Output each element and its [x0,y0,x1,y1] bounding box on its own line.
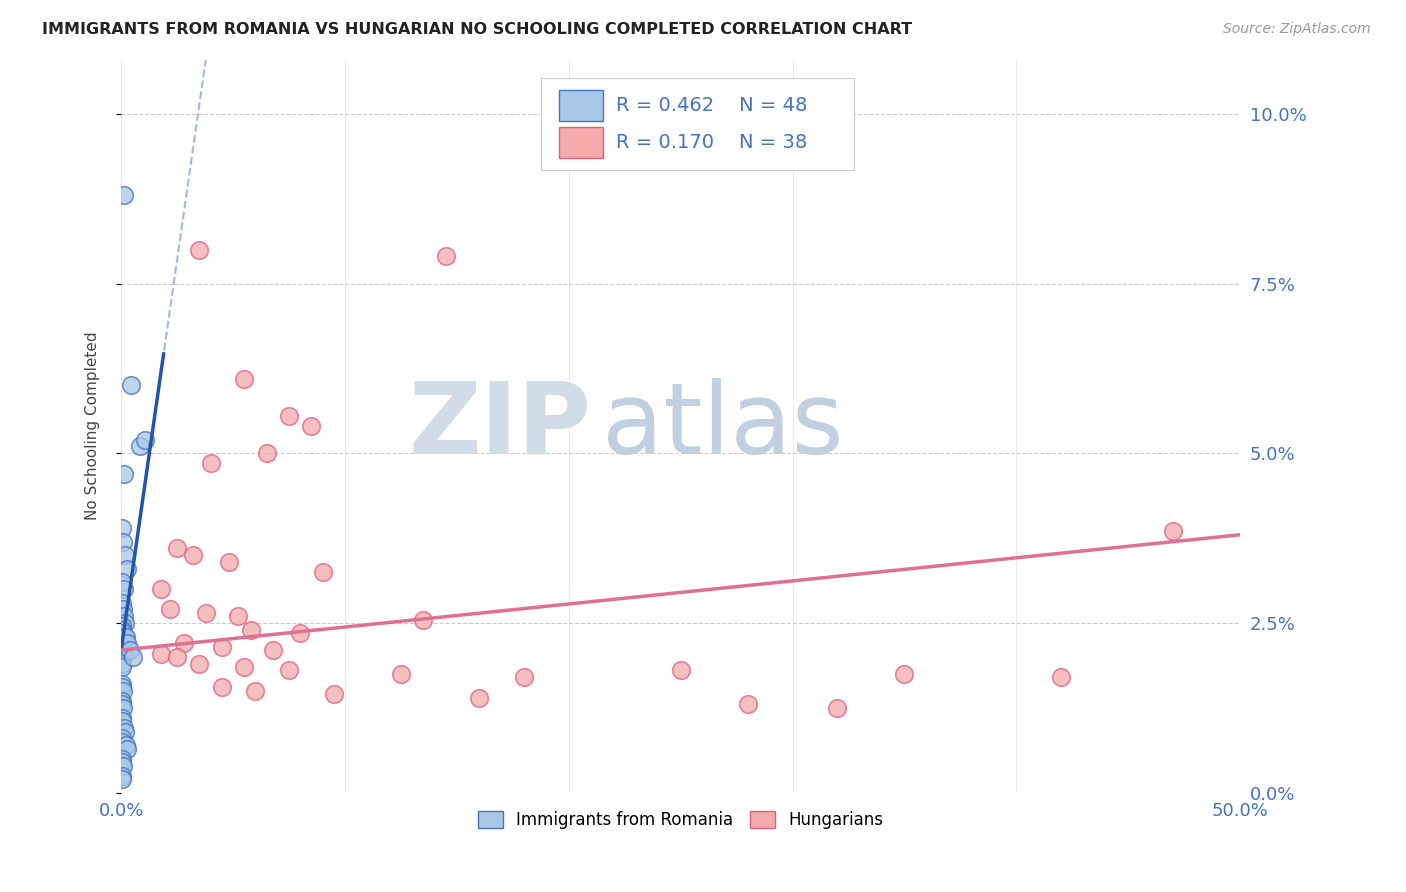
Point [110,657,132,671]
Point [111,755,134,769]
Point [111,640,134,654]
Point [112,647,135,661]
Point [256,446,278,460]
Point [110,694,132,708]
Point [893,666,915,681]
Point [226,609,249,624]
Point [111,660,134,674]
Point [737,698,759,712]
Point [120,643,142,657]
Point [211,681,233,695]
Point [1050,670,1073,684]
Point [110,731,132,746]
Point [114,738,136,752]
Point [188,243,211,257]
Point [278,664,301,678]
Point [114,630,136,644]
Text: ZIP: ZIP [408,377,591,475]
Point [111,772,134,786]
Point [112,626,135,640]
Point [278,409,301,423]
Point [120,378,142,392]
Point [299,419,322,434]
Point [111,698,134,712]
Point [111,681,134,695]
Text: IMMIGRANTS FROM ROMANIA VS HUNGARIAN NO SCHOOLING COMPLETED CORRELATION CHART: IMMIGRANTS FROM ROMANIA VS HUNGARIAN NO … [42,22,912,37]
Point [110,619,132,633]
Point [134,433,156,447]
FancyBboxPatch shape [558,127,603,158]
Point [112,188,135,202]
Point [114,548,136,562]
Point [322,687,344,701]
FancyBboxPatch shape [558,90,603,121]
Point [513,670,536,684]
Point [468,690,491,705]
Point [112,609,135,624]
Point [112,721,135,735]
Point [122,649,145,664]
Point [110,752,132,766]
Point [115,562,138,576]
Point [117,636,139,650]
Point [166,541,188,556]
Point [311,565,333,579]
Point [114,724,136,739]
Point [181,548,204,562]
Point [389,666,412,681]
Text: R = 0.170    N = 38: R = 0.170 N = 38 [616,133,807,152]
Point [114,630,136,644]
Point [114,467,136,481]
Point [112,701,135,715]
Point [111,735,134,749]
Point [233,371,256,385]
Point [150,582,173,596]
Point [111,602,134,616]
Point [112,534,135,549]
Point [245,683,267,698]
Point [110,711,132,725]
Point [195,606,218,620]
Point [112,683,135,698]
Point [173,636,195,650]
Point [112,582,135,596]
Point [669,664,692,678]
Point [114,615,136,630]
Point [262,643,284,657]
Point [112,758,135,772]
Point [211,640,233,654]
Point [110,677,132,691]
Point [239,623,262,637]
Point [111,521,134,535]
Point [218,555,240,569]
Point [200,457,222,471]
Point [434,249,457,263]
Point [188,657,211,671]
Point [111,596,134,610]
Point [117,741,139,756]
Point [111,714,134,729]
Point [159,602,181,616]
Point [129,440,152,454]
FancyBboxPatch shape [541,78,853,169]
Text: R = 0.462    N = 48: R = 0.462 N = 48 [616,96,807,115]
Point [150,647,173,661]
Point [827,701,849,715]
Point [111,575,134,590]
Y-axis label: No Schooling Completed: No Schooling Completed [86,332,100,520]
Point [166,649,188,664]
Point [111,623,134,637]
Legend: Immigrants from Romania, Hungarians: Immigrants from Romania, Hungarians [471,804,890,836]
Point [110,636,132,650]
Text: atlas: atlas [602,377,844,475]
Point [110,769,132,783]
Point [112,643,135,657]
Point [233,660,256,674]
Text: Source: ZipAtlas.com: Source: ZipAtlas.com [1223,22,1371,37]
Point [412,613,434,627]
Point [288,626,311,640]
Point [1161,524,1184,539]
